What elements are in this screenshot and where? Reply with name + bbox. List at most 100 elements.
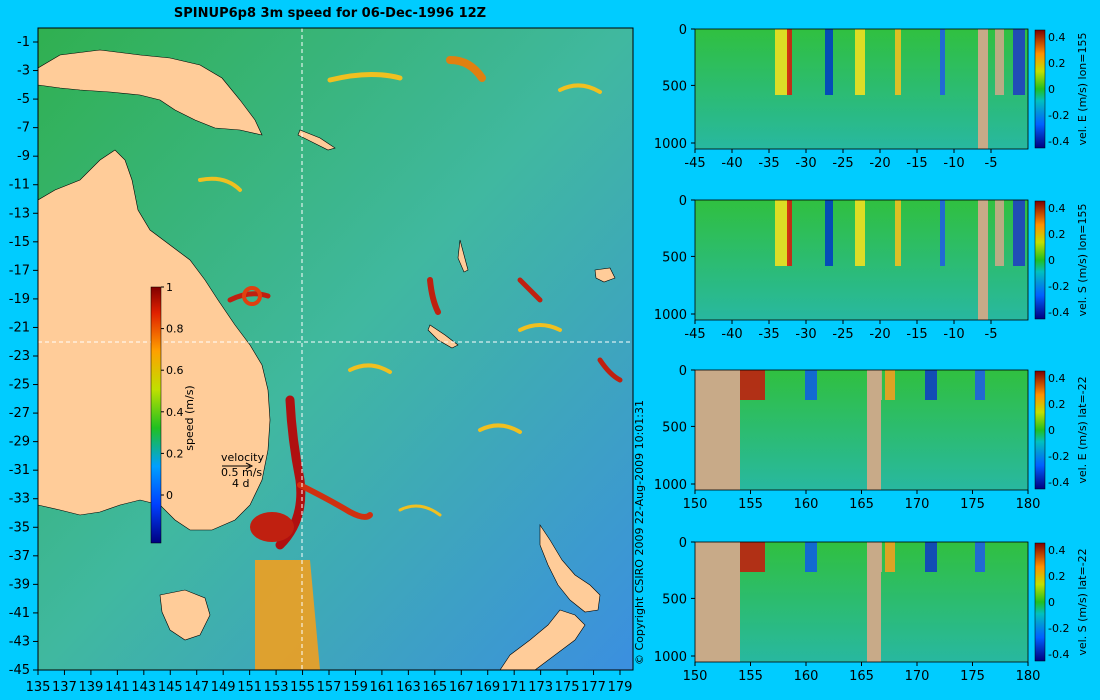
section-xtick-label: 175 [960, 497, 985, 512]
section-colorbar-tick: -0.4 [1048, 306, 1069, 319]
section-colorbar-label: vel. E (m/s) lat=-22 [1076, 376, 1089, 483]
section-colorbar-tick: 0.4 [1048, 202, 1066, 215]
section-feature [925, 370, 937, 400]
map-xtick-label: 173 [528, 680, 553, 695]
section-feature [775, 200, 789, 266]
section-xtick-label: -10 [943, 327, 964, 342]
vanuatu [457, 239, 469, 273]
section-xtick-label: -20 [869, 327, 890, 342]
section-colorbar-tick: -0.4 [1048, 135, 1069, 148]
section-feature [925, 542, 937, 572]
section-colorbar-label: vel. S (m/s) lat=-22 [1076, 548, 1089, 655]
map-xtick-label: 135 [26, 680, 51, 695]
section-feature [775, 29, 789, 95]
section-feature [940, 200, 945, 266]
section-colorbar [1034, 29, 1046, 149]
map-xtick-label: 155 [290, 680, 315, 695]
map-ytick-label: -11 [9, 178, 30, 193]
map-ytick-label: -31 [9, 463, 30, 478]
section-xtick-label: 170 [905, 669, 930, 684]
section-xtick-label: 170 [905, 497, 930, 512]
section-xtick-label: -25 [832, 156, 853, 171]
section-xtick-label: -45 [684, 156, 705, 171]
section-xtick-label: 150 [683, 497, 708, 512]
section-feature [787, 29, 792, 95]
section-xtick-label: -25 [832, 327, 853, 342]
section-xtick-label: 160 [794, 497, 819, 512]
section-panel-1: 0 500 1000 -45 -40 -35 -30 -25 -20 -15 -10 -5 0.4 0.2… [654, 23, 1089, 171]
map-xtick-label: 169 [475, 680, 500, 695]
section-colorbar-tick: -0.2 [1048, 280, 1069, 293]
section-xtick-label: 175 [960, 669, 985, 684]
section-colorbar-tick: 0 [1048, 254, 1055, 267]
section-xtick-label: 165 [849, 497, 874, 512]
section-xtick-label: 180 [1016, 669, 1041, 684]
section-feature [805, 542, 817, 572]
colorbar-tick-label: 0.8 [166, 323, 184, 336]
map-ytick-label: -39 [9, 577, 30, 592]
section-xtick-label: 155 [738, 669, 763, 684]
map-xtick-label: 151 [237, 680, 262, 695]
section-colorbar-tick: 0 [1048, 424, 1055, 437]
section-ytick-label: 0 [679, 194, 687, 209]
map-xtick-label: 159 [343, 680, 368, 695]
colorbar-label: speed (m/s) [183, 385, 196, 450]
map-xtick-label: 141 [105, 680, 130, 695]
section-colorbar-label: vel. S (m/s) lon=155 [1076, 203, 1089, 316]
section-xtick-label: 180 [1016, 497, 1041, 512]
map-frame [37, 27, 634, 671]
section-colorbar [1034, 370, 1046, 490]
section-xtick-label: -20 [869, 156, 890, 171]
section-feature [885, 542, 895, 572]
section-ytick-label: 500 [662, 250, 687, 265]
map-ytick-label: -23 [9, 349, 30, 364]
section-feature [975, 370, 985, 400]
section-land [695, 370, 740, 490]
map-ytick-label: -35 [9, 520, 30, 535]
section-colorbar-tick: 0.2 [1048, 570, 1066, 583]
section-land [867, 370, 881, 490]
section-feature [805, 370, 817, 400]
fiji [594, 267, 616, 283]
section-panel-2: 0 500 1000 -45 -40 -35 -30 -25 -20 -15 -10 -5 0.4 0.2… [654, 194, 1089, 342]
map-xtick-label: 167 [449, 680, 474, 695]
map-xtick-label: 175 [555, 680, 580, 695]
section-ytick-label: 500 [662, 420, 687, 435]
map-panel [38, 28, 633, 670]
section-colorbar-tick: 0.4 [1048, 372, 1066, 385]
section-feature [787, 200, 792, 266]
section-feature [855, 200, 865, 266]
map-xtick-label: 165 [422, 680, 447, 695]
map-ytick-label: -45 [9, 663, 30, 678]
section-feature [825, 29, 833, 95]
map-ytick-label: -41 [9, 606, 30, 621]
section-colorbar-tick: -0.2 [1048, 622, 1069, 635]
section-colorbar [1034, 200, 1046, 320]
map-ytick-label: -33 [9, 492, 30, 507]
section-ytick-label: 0 [679, 364, 687, 379]
map-ytick-label: -27 [9, 406, 30, 421]
map-xtick-label: 161 [369, 680, 394, 695]
new-guinea [38, 49, 263, 136]
new-zealand-south [499, 609, 586, 670]
section-feature [995, 29, 1004, 95]
map-ytick-label: -43 [9, 634, 30, 649]
section-xtick-label: 155 [738, 497, 763, 512]
map-ytick-label: -1 [17, 35, 30, 50]
section-colorbar-tick: 0.2 [1048, 57, 1066, 70]
map-xtick-label: 157 [317, 680, 342, 695]
map-xtick-label: 145 [158, 680, 183, 695]
map-ytick-label: -37 [9, 549, 30, 564]
velocity-key-speed: 0.5 m/s [221, 466, 262, 479]
map-xtick-label: 143 [131, 680, 156, 695]
velocity-key: velocity 0.5 m/s 4 d [221, 451, 264, 490]
section-ytick-label: 1000 [654, 137, 687, 152]
section-xtick-label: -40 [721, 327, 742, 342]
section-feature [940, 29, 945, 95]
speed-colorbar: 1 0.8 0.6 0.4 0.2 0 speed (m/s) [150, 281, 196, 544]
solomon-islands [297, 129, 336, 151]
map-ytick-label: -3 [17, 64, 30, 79]
section-colorbar-tick: 0.2 [1048, 228, 1066, 241]
map-xtick-label: 179 [608, 680, 633, 695]
